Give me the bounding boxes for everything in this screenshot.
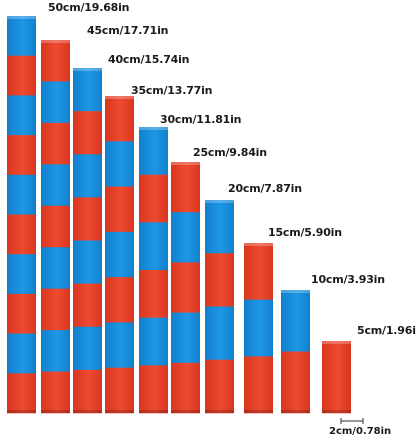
rod-10cm	[281, 290, 310, 414]
rod-segment-blue	[139, 222, 168, 271]
rod-bottom-shadow	[139, 410, 168, 413]
rod-segment-red	[7, 293, 36, 334]
rod-segment-blue	[105, 231, 134, 278]
rod-width-label: 2cm/0.78in	[329, 426, 392, 437]
rod-35cm	[105, 96, 134, 414]
rod-segment-blue	[41, 330, 70, 372]
rod-segment-red	[41, 288, 70, 331]
rod-25cm	[171, 162, 200, 414]
rod-segment-red	[205, 253, 234, 307]
rod-segment-blue	[7, 333, 36, 374]
rod-segment-blue	[105, 141, 134, 187]
rod-segment-red	[73, 111, 102, 155]
rod-segment-red	[105, 277, 134, 323]
rod-top-highlight	[41, 40, 70, 43]
rod-segment-blue	[7, 174, 36, 215]
rod-bottom-shadow	[244, 410, 273, 413]
rod-top-highlight	[139, 127, 168, 130]
rod-segment-blue	[41, 164, 70, 207]
rod-top-highlight	[7, 16, 36, 19]
rod-top-highlight	[171, 162, 200, 165]
rod-segment-red	[139, 174, 168, 223]
rod-20cm	[205, 200, 234, 414]
rod-segment-red	[244, 243, 273, 300]
rod-segment-blue	[171, 212, 200, 263]
rod-top-highlight	[244, 243, 273, 246]
rod-segment-blue	[41, 247, 70, 289]
rod-segment-blue	[281, 290, 310, 352]
rod-label-15cm: 15cm/5.90in	[268, 226, 342, 239]
rod-50cm	[7, 16, 36, 414]
rod-segment-red	[7, 214, 36, 255]
rod-segment-red	[105, 367, 134, 414]
rod-label-20cm: 20cm/7.87in	[228, 182, 302, 195]
rod-bottom-shadow	[105, 410, 134, 413]
rod-label-40cm: 40cm/15.74in	[108, 53, 190, 66]
rod-segment-blue	[139, 127, 168, 175]
rod-segment-blue	[7, 95, 36, 136]
rod-segment-red	[41, 122, 70, 165]
rod-15cm	[244, 243, 273, 414]
rod-segment-blue	[105, 322, 134, 369]
rod-label-5cm: 5cm/1.96in	[357, 324, 416, 337]
rod-segment-blue	[205, 306, 234, 361]
rod-segment-red	[322, 341, 351, 414]
rod-top-highlight	[105, 96, 134, 99]
rod-40cm	[73, 68, 102, 414]
rod-label-50cm: 50cm/19.68in	[48, 1, 130, 14]
rod-segment-blue	[139, 317, 168, 366]
rod-segment-red	[73, 283, 102, 328]
rod-segment-red	[281, 351, 310, 414]
rod-bottom-shadow	[322, 410, 351, 413]
rod-segment-blue	[244, 299, 273, 357]
rod-label-45cm: 45cm/17.71in	[87, 24, 169, 37]
rod-bottom-shadow	[171, 410, 200, 413]
rod-bottom-shadow	[7, 410, 36, 413]
rod-label-10cm: 10cm/3.93in	[311, 273, 385, 286]
rod-segment-blue	[7, 254, 36, 295]
rod-segment-blue	[73, 326, 102, 371]
rod-bottom-shadow	[205, 410, 234, 413]
rod-segment-red	[105, 186, 134, 233]
rod-bottom-shadow	[281, 410, 310, 413]
rod-segment-red	[7, 55, 36, 96]
rod-segment-red	[244, 356, 273, 414]
rod-segment-red	[171, 362, 200, 414]
rod-label-30cm: 30cm/11.81in	[160, 113, 242, 126]
rod-segment-red	[139, 365, 168, 414]
rod-30cm	[139, 127, 168, 414]
rod-45cm	[41, 40, 70, 414]
rod-top-highlight	[322, 341, 351, 344]
rod-top-highlight	[73, 68, 102, 71]
rod-5cm	[322, 341, 351, 414]
rod-segment-red	[41, 205, 70, 248]
rod-segment-red	[73, 197, 102, 241]
rod-segment-red	[171, 162, 200, 213]
rod-segment-blue	[205, 200, 234, 254]
rod-segment-blue	[171, 312, 200, 364]
rod-top-highlight	[281, 290, 310, 293]
rod-segment-red	[139, 270, 168, 318]
rod-segment-blue	[7, 16, 36, 56]
rod-segment-blue	[73, 68, 102, 112]
rod-segment-red	[41, 371, 70, 414]
rod-segment-red	[171, 262, 200, 313]
rod-segment-red	[7, 135, 36, 176]
rod-segment-blue	[73, 154, 102, 198]
rod-segment-red	[41, 40, 70, 82]
rod-segment-red	[105, 96, 134, 142]
rod-segment-red	[73, 369, 102, 414]
rod-segment-red	[7, 373, 36, 414]
rod-segment-blue	[73, 240, 102, 284]
rod-bottom-shadow	[41, 410, 70, 413]
rod-label-25cm: 25cm/9.84in	[193, 146, 267, 159]
rod-segment-blue	[41, 81, 70, 124]
rod-top-highlight	[205, 200, 234, 203]
rod-label-35cm: 35cm/13.77in	[131, 84, 213, 97]
rod-bottom-shadow	[73, 410, 102, 413]
rod-segment-red	[205, 359, 234, 414]
width-measure-bracket	[340, 418, 364, 424]
